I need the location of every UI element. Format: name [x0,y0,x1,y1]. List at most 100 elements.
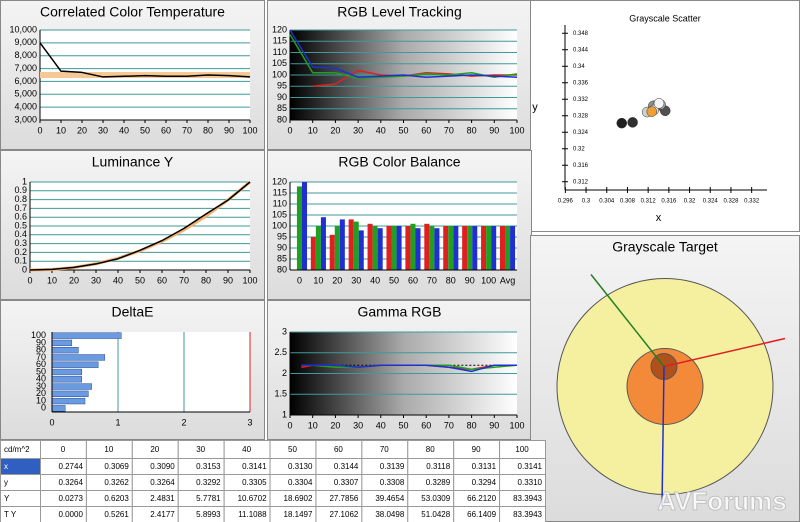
y-tick-label: 115 [273,36,287,46]
x-tick-label: 70 [179,275,189,285]
cell-text: 2.4177 [150,510,175,519]
y-tick-label: 6,000 [14,76,37,86]
cell-text: 0.3069 [104,462,129,471]
y-tick-label: 0.8 [14,194,27,204]
cell-text: 0.3304 [288,478,313,487]
bar [377,228,383,270]
y-tick-label: 95 [277,231,287,241]
cell-text: 0.6203 [104,494,129,503]
x-tick-label: 90 [223,275,233,285]
y-tick-label: 0.34 [573,64,585,70]
x-tick-label: 30 [98,125,108,135]
x-tick-label: 50 [140,125,150,135]
y-tick-label: 50 [36,366,46,376]
x-tick-label: 30 [351,275,361,285]
cell-text: 0.3289 [426,478,451,487]
chart-title: Correlated Color Temperature [40,4,225,20]
x-tick-label: 20 [77,125,87,135]
target-middle [626,348,704,425]
cell-text: 53.0309 [421,494,450,503]
y-tick-label: 0.6 [14,212,27,222]
bar [51,383,92,390]
cell-text: 11.1088 [238,510,267,519]
bar [310,237,316,270]
chart-title: Luminance Y [92,154,174,170]
y-tick-label: 0.332 [573,97,589,103]
y-tick-label: 100 [272,69,287,79]
y-axis-label: y [532,101,538,113]
x-tick-label: 30 [91,275,101,285]
y-tick-label: 0.316 [573,163,589,169]
series-line [289,29,518,78]
cell-text: 0.3139 [380,462,405,471]
y-tick-label: 110 [273,198,287,208]
y-tick-label: 100 [31,330,46,340]
cell-text: 0.0273 [58,494,83,503]
x-tick-label: 80 [467,125,477,135]
x-tick-label: 0.316 [661,199,677,205]
x-tick-label: 50 [389,275,399,285]
cell-text: 66.2120 [467,494,496,503]
y-tick-label: 80 [277,114,287,124]
y-tick-label: 1 [22,176,27,186]
bar [453,226,459,270]
cell-text: 0.3141 [518,462,543,471]
y-tick-label: 0.344 [573,47,589,53]
y-tick-label: 0.9 [14,185,27,195]
x-tick-label: 0 [287,125,292,135]
y-tick-label: 0 [41,403,46,413]
bar [353,221,359,270]
point [616,117,628,129]
green-vector [590,274,665,367]
y-tick-label: 20 [36,388,46,398]
x-tick-label: 40 [376,125,386,135]
bar [51,405,66,412]
x-tick-label: 10 [308,420,318,430]
x-tick-label: 40 [376,420,386,430]
bar [491,226,497,270]
y-tick-label: 105 [272,58,287,68]
x-tick-label: 0 [37,125,42,135]
series-line [289,34,518,80]
bar [51,368,82,376]
cell-text: 51.0428 [421,510,450,519]
bar [51,397,86,405]
bar [296,186,302,270]
cell-text: 0.3294 [472,478,497,487]
header-text: 70 [380,445,389,454]
x-tick-label: 20 [330,125,340,135]
cell-text: 0.3305 [242,478,267,487]
x-tick-label: 60 [157,275,167,285]
cell-text: 18.6902 [284,494,313,503]
header-text: 20 [150,445,159,454]
y-tick-label: 10 [36,395,46,405]
chart-title: DeltaE [111,304,153,320]
x-tick-label: 20 [69,275,79,285]
header-text: 100 [515,445,529,454]
x-tick-label: 0.324 [703,199,719,205]
x-tick-label: 90 [489,125,499,135]
cell-text: Y [4,494,10,503]
y-tick-label: 40 [36,374,46,384]
x-tick-label: 70 [427,275,437,285]
header-text: 0 [61,445,66,454]
cell-text: 0.3262 [104,478,129,487]
y-tick-label: 85 [277,103,287,113]
x-tick-label: 40 [113,275,123,285]
bar [348,219,354,270]
x-tick-label: 2 [181,417,186,427]
x-tick-label: 3 [247,417,252,427]
y-tick-label: 4,000 [14,102,37,112]
bar [481,226,487,270]
y-tick-label: 90 [36,337,46,347]
header-text: 30 [196,445,205,454]
y-tick-label: 0.2 [14,247,27,257]
bar [429,226,435,270]
bar [334,226,340,270]
y-tick-label: 8,000 [14,50,37,60]
y-tick-label: 2 [282,368,287,378]
x-tick-label: 0.308 [620,199,636,205]
y-tick-label: 0.5 [14,220,27,230]
chart-title: Gamma RGB [357,304,441,320]
x-tick-label: 90 [465,275,475,285]
